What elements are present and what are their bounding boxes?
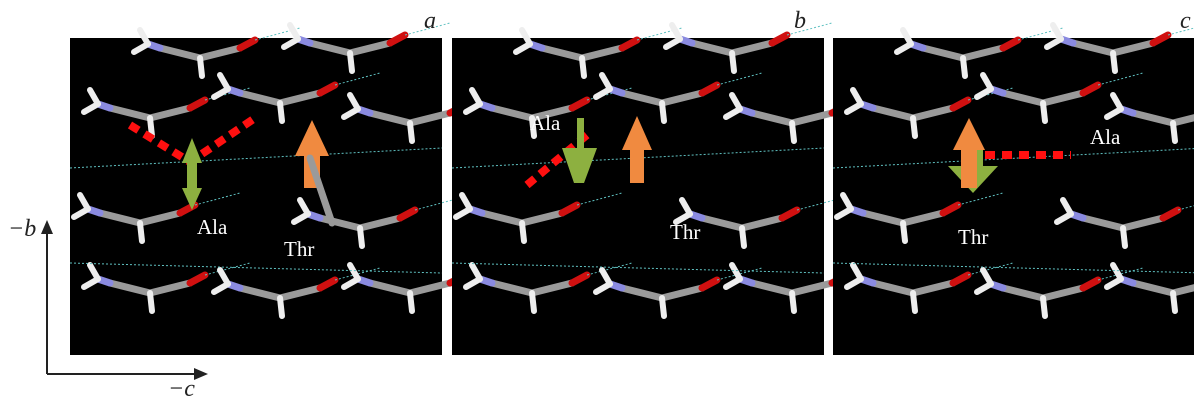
axis-label: −b: [8, 216, 36, 242]
panel-a: [70, 23, 510, 355]
figure: a b c Ala Thr Ala Thr Ala Thr −b −c: [0, 0, 1194, 398]
residue-label: Ala: [530, 111, 561, 135]
residue-label: Thr: [670, 220, 700, 244]
residue-label: Ala: [197, 215, 228, 239]
panel-label: a: [424, 8, 436, 34]
residue-label: Ala: [1090, 125, 1121, 149]
panel-c: [833, 23, 1194, 355]
panel-b: [452, 23, 892, 355]
residue-label: Thr: [958, 225, 988, 249]
residue-label: Thr: [284, 237, 314, 261]
axis-label: −c: [168, 376, 195, 398]
panel-label: c: [1180, 8, 1191, 34]
panel-label: b: [794, 8, 806, 34]
